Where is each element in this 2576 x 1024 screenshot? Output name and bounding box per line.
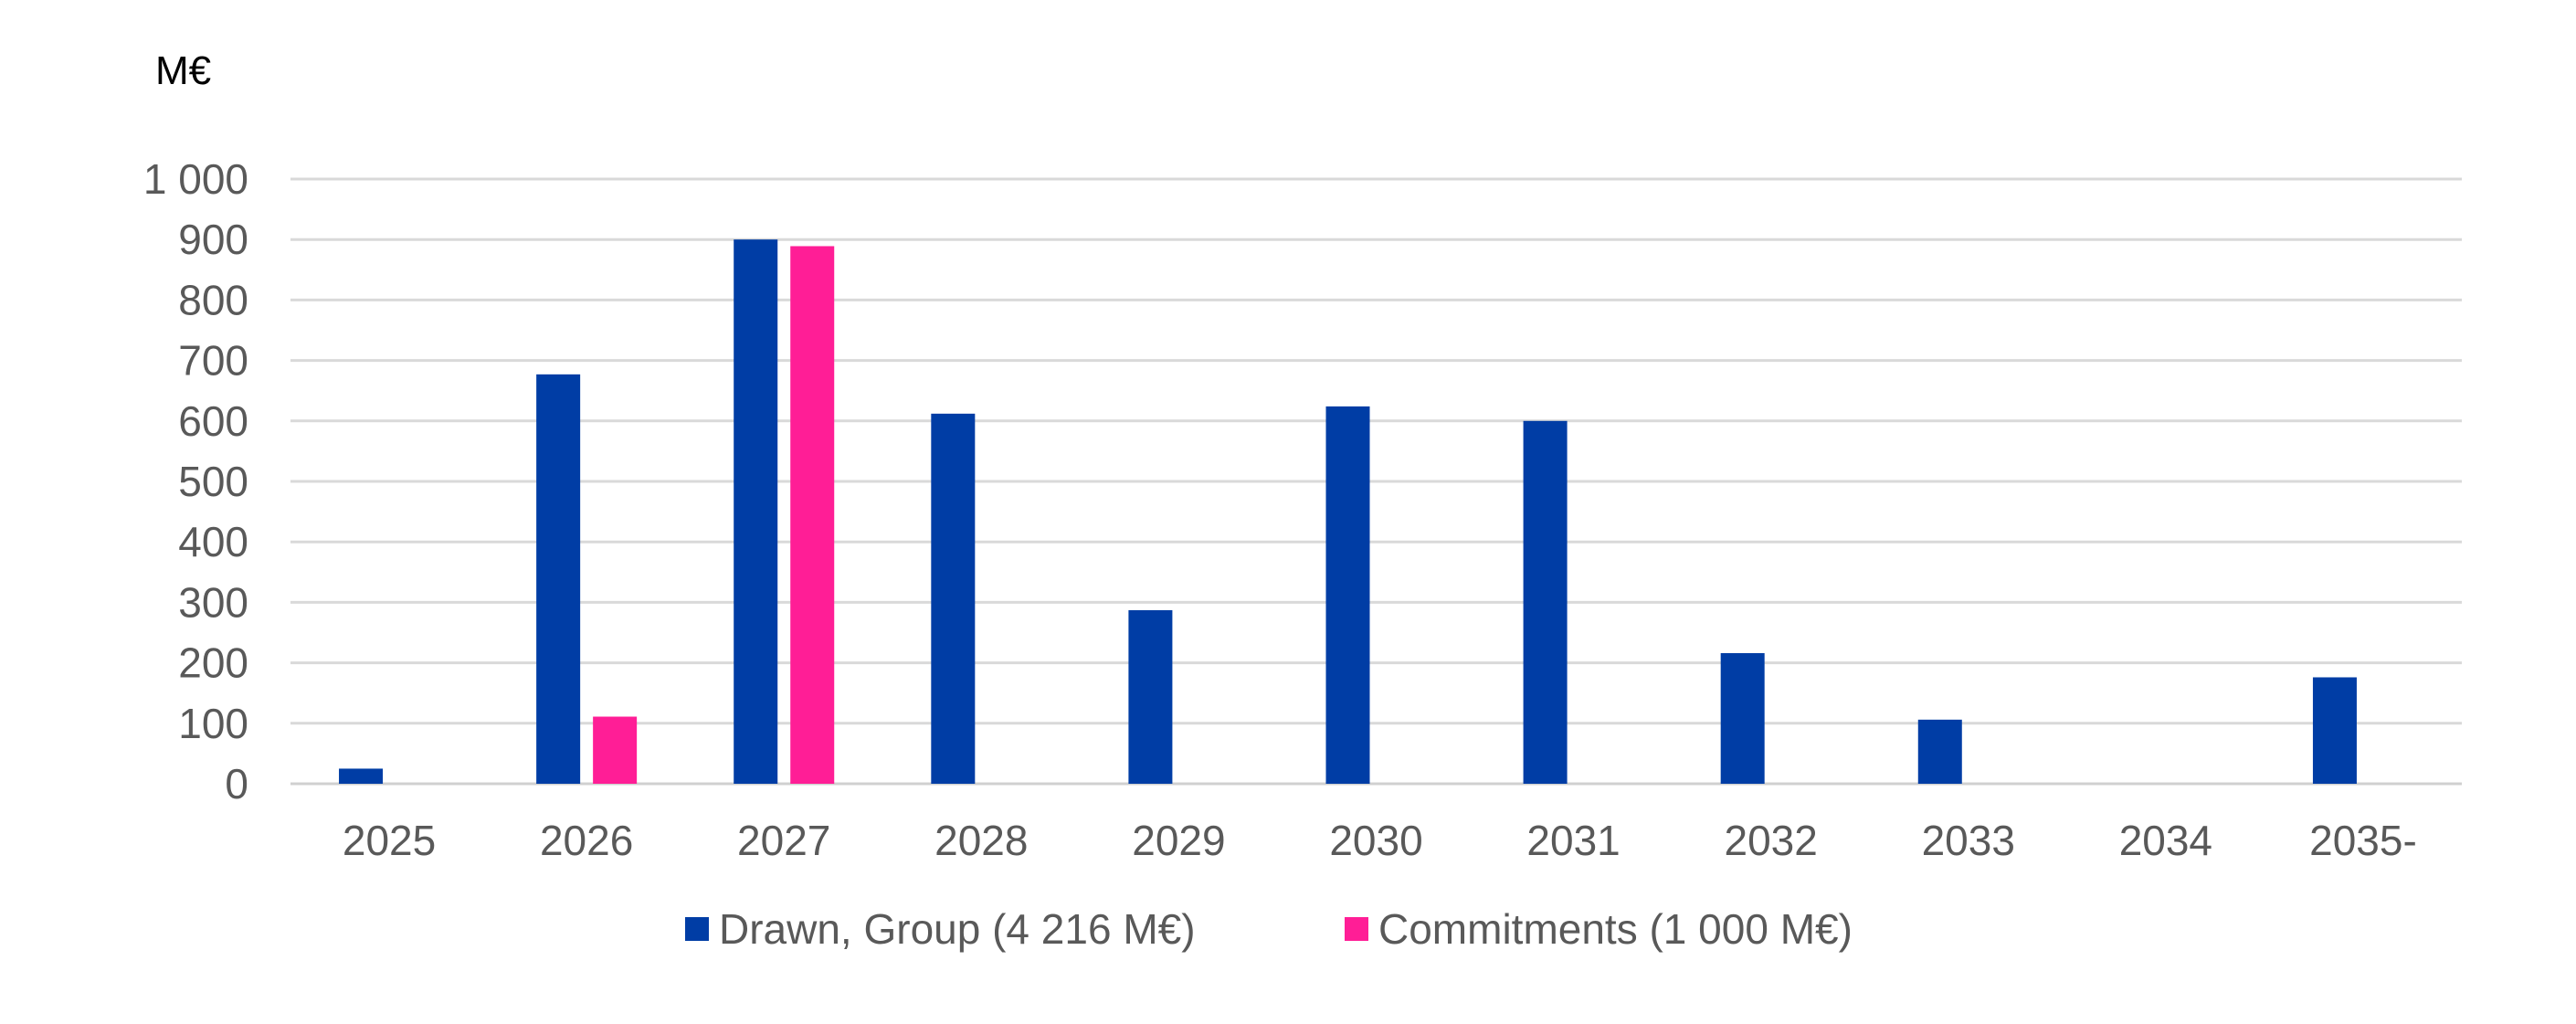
bars: [339, 239, 2357, 784]
legend-label: Drawn, Group (4 216 M€): [719, 905, 1196, 953]
x-tick-label: 2034: [2119, 817, 2212, 864]
legend-label: Commitments (1 000 M€): [1378, 905, 1853, 953]
bar-drawn-2030: [1325, 406, 1370, 784]
y-tick-label: 700: [178, 337, 248, 385]
bar-drawn-2028: [931, 413, 976, 784]
bar-drawn-2033: [1917, 719, 1962, 784]
gridlines: [290, 177, 2462, 786]
bar-drawn-2029: [1128, 610, 1173, 784]
bar-drawn-2025: [339, 768, 384, 784]
x-tick-label: 2026: [540, 817, 633, 864]
x-tick-label: 2030: [1329, 817, 1422, 864]
y-tick-label: 600: [178, 397, 248, 445]
y-tick-label: 200: [178, 639, 248, 687]
bar-drawn-2032: [1720, 653, 1765, 784]
y-tick-label: 500: [178, 458, 248, 505]
legend: Drawn, Group (4 216 M€) Commitments (1 00…: [685, 905, 1853, 953]
x-tick-label: 2025: [343, 817, 436, 864]
y-tick-label: 800: [178, 276, 248, 323]
x-tick-label: 2035-: [2309, 817, 2417, 864]
bar-drawn-2031: [1523, 420, 1568, 784]
y-tick-label: 1 000: [143, 155, 248, 203]
y-tick-label: 300: [178, 578, 248, 626]
legend-swatch: [685, 917, 709, 941]
y-tick-label: 400: [178, 518, 248, 565]
x-tick-label: 2032: [1725, 817, 1818, 864]
y-tick-label: 0: [225, 760, 248, 808]
y-axis-unit-label: M€: [155, 48, 211, 93]
x-tick-label: 2033: [1922, 817, 2015, 864]
x-axis-ticks: 2025 2026 2027 2028 2029 2030 2031 2032 2033 2034…: [343, 817, 2417, 864]
x-tick-label: 2027: [737, 817, 830, 864]
bar-commitments-2026: [593, 716, 638, 784]
legend-swatch: [1345, 917, 1368, 941]
bar-drawn-2035-: [2312, 677, 2357, 784]
x-tick-label: 2028: [934, 817, 1028, 864]
y-tick-label: 100: [178, 700, 248, 747]
y-axis-ticks: 0 100 200 300 400 500 600 700 800 900 1 000: [143, 155, 248, 808]
bar-commitments-2027: [790, 246, 835, 784]
y-tick-label: 900: [178, 216, 248, 263]
x-tick-label: 2031: [1526, 817, 1620, 864]
bar-drawn-2026: [536, 374, 581, 784]
bar-drawn-2027: [734, 239, 778, 784]
x-tick-label: 2029: [1132, 817, 1225, 864]
